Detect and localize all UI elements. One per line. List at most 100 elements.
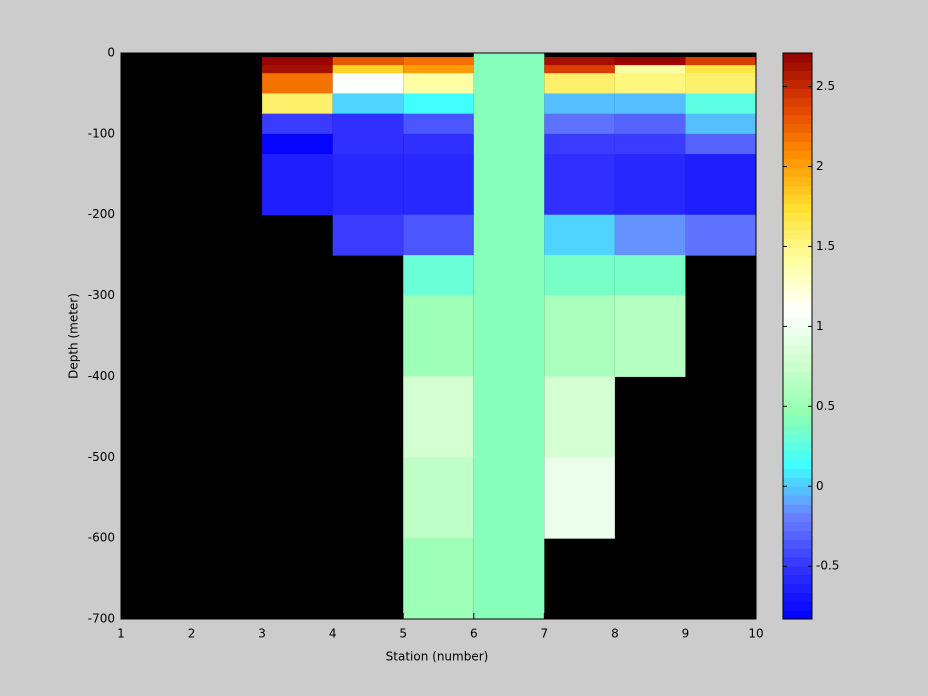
heatmap-cell xyxy=(685,73,756,94)
heatmap-cell xyxy=(262,65,333,74)
heatmap-cell xyxy=(473,538,545,620)
colorbar-segment xyxy=(783,88,812,98)
heatmap-cell xyxy=(262,113,333,135)
heatmap-cell xyxy=(473,65,545,74)
y-tick-label: -600 xyxy=(88,531,115,545)
colorbar-segment xyxy=(783,123,812,134)
heatmap-cell xyxy=(332,154,404,216)
colorbar-segment xyxy=(783,114,812,125)
heatmap-cell xyxy=(614,255,686,297)
heatmap-cell xyxy=(685,154,756,216)
colorbar-segment xyxy=(783,221,812,231)
heatmap-cell xyxy=(403,65,474,74)
x-tick-label: 9 xyxy=(682,627,690,641)
colorbar-tick-label: 1 xyxy=(816,319,824,333)
heatmap-cell xyxy=(614,93,686,115)
heatmap-cell xyxy=(473,457,545,539)
heatmap-cell xyxy=(332,57,404,66)
colorbar-segment xyxy=(783,406,812,417)
colorbar-segment xyxy=(783,229,812,240)
heatmap-cell xyxy=(473,255,545,297)
colorbar-segment xyxy=(783,539,812,549)
heatmap-cell xyxy=(544,154,615,216)
colorbar-segment xyxy=(783,247,812,257)
colorbar-segment xyxy=(783,194,812,204)
colorbar-segment xyxy=(783,477,812,487)
heatmap-cell xyxy=(614,65,686,74)
colorbar-segment xyxy=(783,185,812,195)
colorbar-segment xyxy=(783,450,812,461)
colorbar-segment xyxy=(783,468,812,478)
heatmap-cell xyxy=(614,154,686,216)
heatmap-cell xyxy=(262,154,333,216)
colorbar-segment xyxy=(783,397,812,408)
heatmap-cell xyxy=(262,57,333,66)
heatmap-cell xyxy=(544,295,615,377)
colorbar-segment xyxy=(783,106,812,116)
y-axis-label: Depth (meter) xyxy=(67,293,81,379)
heatmap-cell xyxy=(262,93,333,115)
colorbar-segment xyxy=(783,150,812,160)
colorbar-segment xyxy=(783,565,812,576)
colorbar-segment xyxy=(783,167,812,178)
colorbar-segment xyxy=(783,256,812,266)
colorbar-tick-label: 2.5 xyxy=(816,79,835,93)
colorbar-segment xyxy=(783,274,812,284)
colorbar-segment xyxy=(783,371,812,381)
y-tick-label: -400 xyxy=(88,369,115,383)
x-axis-label: Station (number) xyxy=(386,650,489,664)
colorbar-segment xyxy=(783,442,812,452)
heatmap-cell xyxy=(544,93,615,115)
heatmap-cell xyxy=(473,154,545,216)
heatmap-cell xyxy=(332,73,404,94)
colorbar-segment xyxy=(783,318,812,328)
heatmap-cell xyxy=(614,73,686,94)
colorbar-segment xyxy=(783,265,812,275)
heatmap-cell xyxy=(473,113,545,135)
heatmap-cell xyxy=(473,295,545,377)
colorbar-segment xyxy=(783,336,812,346)
colorbar-segment xyxy=(783,424,812,434)
colorbar-segment xyxy=(783,291,812,302)
colorbar-segment xyxy=(783,203,812,213)
colorbar-segment xyxy=(783,504,812,514)
heatmap-cell xyxy=(544,113,615,135)
y-tick-label: 0 xyxy=(107,46,115,60)
heatmap-cell xyxy=(544,214,615,256)
x-tick-label: 8 xyxy=(611,627,619,641)
colorbar-segment xyxy=(783,557,812,567)
colorbar-segment xyxy=(783,495,812,505)
heatmap-cell xyxy=(685,57,756,66)
x-tick-label: 7 xyxy=(541,627,549,641)
heatmap-cell xyxy=(473,93,545,115)
heatmap-cell xyxy=(685,65,756,74)
colorbar-tick-label: 2 xyxy=(816,159,824,173)
x-tick-label: 5 xyxy=(399,627,407,641)
heatmap-cell xyxy=(403,133,474,155)
colorbar-tick-label: 1.5 xyxy=(816,239,835,253)
heatmap-cell xyxy=(544,457,615,539)
heatmap-cell xyxy=(614,113,686,135)
heatmap-cell xyxy=(403,376,474,458)
heatmap-cell xyxy=(403,93,474,115)
heatmap-cell xyxy=(685,113,756,135)
colorbar-segment xyxy=(783,362,812,372)
x-tick-label: 4 xyxy=(329,627,337,641)
plot-frame xyxy=(120,52,757,620)
colorbar-segment xyxy=(783,141,812,151)
colorbar-segment xyxy=(783,592,812,602)
colorbar-segment xyxy=(783,238,812,249)
colorbar-tick-label: -0.5 xyxy=(816,559,839,573)
heatmap-cell xyxy=(685,214,756,256)
heatmap-cell xyxy=(614,133,686,155)
heatmap-cell xyxy=(473,376,545,458)
heatmap-cell xyxy=(685,93,756,115)
colorbar-segment xyxy=(783,79,812,89)
colorbar-segment xyxy=(783,344,812,355)
colorbar-segment xyxy=(783,353,812,364)
heatmap-cell xyxy=(473,73,545,94)
colorbar-segment xyxy=(783,61,812,72)
colorbar-tick-label: 0 xyxy=(816,479,824,493)
heatmap-cell xyxy=(544,255,615,297)
